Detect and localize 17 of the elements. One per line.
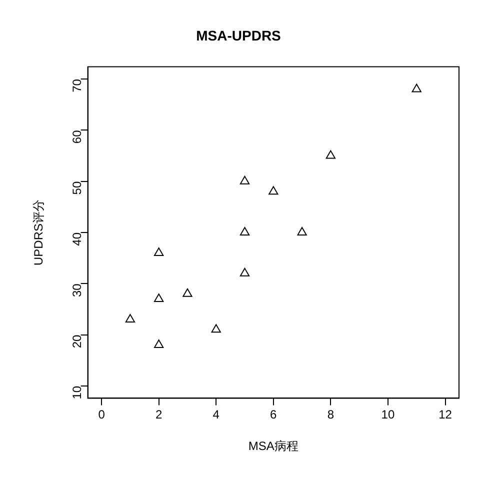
y-tick-label: 50 (70, 181, 84, 195)
x-tick-label: 4 (212, 408, 220, 422)
y-tick-label: 30 (70, 283, 84, 297)
x-tick-label: 0 (98, 408, 106, 422)
x-tick-label: 8 (327, 408, 334, 422)
y-tick-label: 70 (70, 78, 84, 92)
x-axis-title: MSA病程 (248, 439, 298, 454)
y-axis-title: UPDRS评分 (32, 199, 46, 266)
x-tick-label: 2 (155, 408, 162, 422)
y-tick-label: 20 (70, 334, 84, 348)
y-tick-label: 60 (70, 130, 84, 144)
y-tick-label: 10 (70, 386, 84, 400)
x-tick-label: 12 (438, 408, 452, 422)
y-tick-label: 40 (70, 232, 84, 246)
chart-title: MSA-UPDRS (196, 27, 281, 44)
x-tick-label: 10 (381, 408, 395, 422)
x-tick-label: 6 (270, 408, 278, 422)
